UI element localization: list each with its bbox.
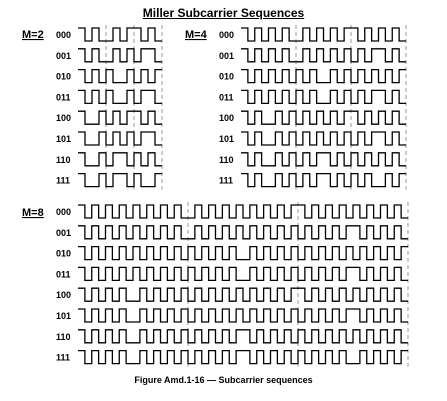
group-m8-row-label: 000 — [56, 207, 71, 217]
group-m8-label: M=8 — [22, 207, 44, 219]
group-m4-waveform — [241, 172, 406, 188]
group-m8-row-label: 010 — [56, 249, 71, 259]
group-m2-waveform — [78, 110, 162, 125]
figure-title: Miller Subcarrier Sequences — [142, 6, 305, 20]
group-m2-waveform — [78, 172, 162, 188]
group-m4-label: M=4 — [185, 29, 208, 41]
group-m4-waveform — [241, 152, 406, 167]
group-m8-row-label: 111 — [56, 353, 70, 363]
group-m4-waveform — [241, 27, 406, 42]
group-m4-row-label: 000 — [219, 30, 234, 40]
group-m4-row-label: 101 — [219, 134, 234, 144]
figure-caption: Figure Amd.1-16 — Subcarrier sequences — [134, 375, 313, 385]
group-m8-waveform — [78, 329, 408, 344]
group-m2-row-label: 010 — [56, 72, 71, 82]
group-m2-row-label: 011 — [56, 92, 71, 102]
group-m4-row-label: 011 — [219, 92, 234, 102]
group-m4-row-label: 111 — [219, 176, 233, 186]
group-m2-waveform — [78, 48, 162, 63]
group-m2-row-label: 111 — [56, 176, 70, 186]
group-m4-waveform — [241, 110, 406, 125]
group-m8-row-label: 101 — [56, 311, 71, 321]
group-m2-row-label: 001 — [56, 51, 71, 61]
group-m4-row-label: 010 — [219, 72, 234, 82]
group-m8-row-label: 100 — [56, 290, 71, 300]
group-m4-row-label: 001 — [219, 51, 234, 61]
group-m8-row-label: 001 — [56, 228, 71, 238]
group-m8-waveform — [78, 266, 408, 282]
group-m2-label: M=2 — [22, 29, 44, 41]
group-m4-waveform — [241, 89, 406, 105]
group-m8-row-label: 011 — [56, 269, 71, 279]
group-m8-waveform — [78, 308, 408, 323]
group-m2-row-label: 000 — [56, 30, 71, 40]
group-m2-waveform — [78, 152, 162, 167]
group-m2-waveform — [78, 131, 162, 146]
group-m8-row-label: 110 — [56, 332, 71, 342]
group-m8-waveform — [78, 349, 408, 365]
group-m2-waveform — [78, 89, 162, 105]
group-m4-row-label: 100 — [219, 113, 234, 123]
group-m4-row-label: 110 — [219, 155, 234, 165]
group-m2-row-label: 110 — [56, 155, 71, 165]
group-m8-waveform — [78, 225, 408, 240]
group-m4-waveform — [241, 131, 406, 146]
group-m8-waveform — [78, 245, 408, 261]
group-m4-waveform — [241, 48, 406, 63]
group-m4-waveform — [241, 68, 406, 84]
group-m2-waveform — [78, 68, 162, 84]
group-m2-waveform — [78, 27, 162, 42]
group-m2-row-label: 101 — [56, 134, 71, 144]
group-m2-row-label: 100 — [56, 113, 71, 123]
group-m8-waveform — [78, 287, 408, 302]
group-m8-waveform — [78, 204, 408, 219]
